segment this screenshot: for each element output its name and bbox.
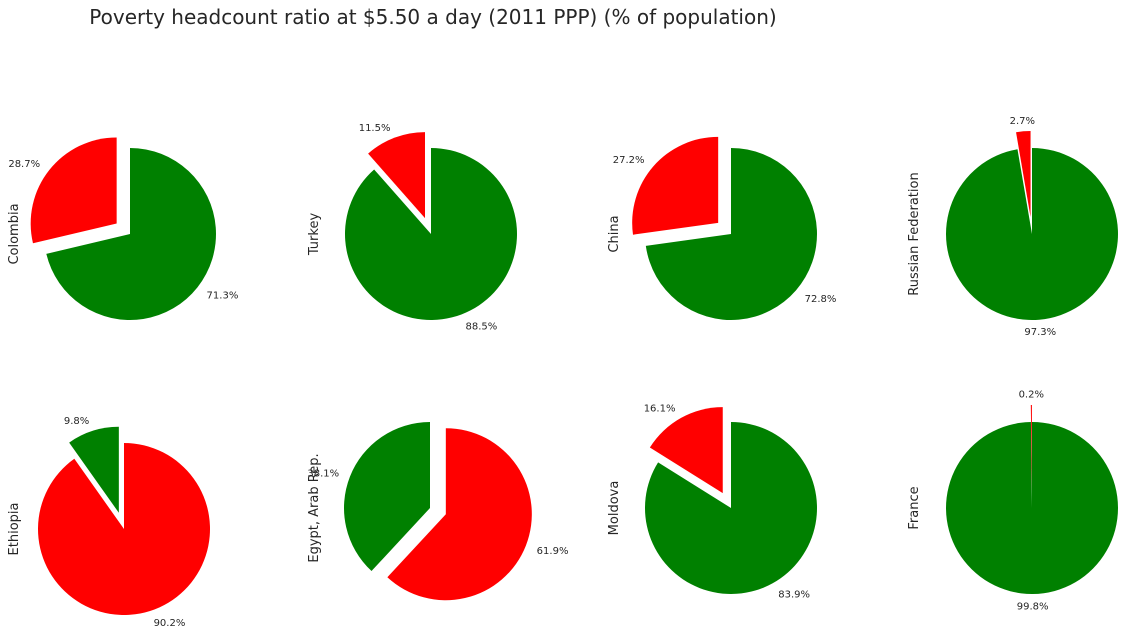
- pie-slice-egypt-arab-rep-1: [387, 428, 532, 601]
- country-label-russian-federation: Russian Federation: [907, 172, 922, 295]
- pie-label-ethiopia-0: 9.8%: [64, 416, 89, 427]
- country-label-turkey: Turkey: [307, 213, 322, 257]
- pie-label-egypt-arab-rep-0: 38.1%: [307, 468, 339, 479]
- chart-title: Poverty headcount ratio at $5.50 a day (…: [89, 5, 776, 29]
- country-label-france: France: [907, 486, 922, 529]
- pie-colombia: 28.7% 71.3% Colombia: [7, 137, 238, 320]
- pie-slice-colombia-1: [46, 148, 217, 320]
- country-label-china: China: [607, 215, 622, 252]
- country-label-colombia: Colombia: [7, 203, 22, 264]
- pie-label-france-0: 0.2%: [1019, 389, 1044, 400]
- pie-label-russian-federation-1: 97.3%: [1024, 327, 1056, 338]
- pie-slice-turkey-0: [368, 132, 425, 219]
- pie-france: 0.2% 99.8% France: [907, 389, 1119, 613]
- pie-grid: 28.7% 71.3% Colombia 11.5% 88.5% Turkey 27.2% 7…: [7, 116, 1119, 629]
- pie-label-colombia-0: 28.7%: [8, 159, 40, 170]
- pie-slice-france-0: [1030, 405, 1032, 492]
- pie-turkey: 11.5% 88.5% Turkey: [307, 123, 517, 332]
- pie-slice-turkey-1: [345, 148, 517, 320]
- pie-russian-federation: 2.7% 97.3% Russian Federation: [907, 116, 1118, 338]
- pie-label-china-0: 27.2%: [613, 155, 645, 166]
- pie-label-ethiopia-1: 90.2%: [154, 618, 186, 629]
- pie-slice-ethiopia-0: [69, 426, 119, 513]
- pie-label-china-1: 72.8%: [805, 294, 837, 305]
- pie-slice-china-1: [645, 148, 817, 321]
- pie-slice-moldova-1: [644, 422, 817, 594]
- pie-slice-china-0: [632, 136, 719, 235]
- pie-slice-russian-federation-1: [946, 148, 1118, 321]
- pie-slice-ethiopia-1: [38, 443, 211, 615]
- pie-label-turkey-0: 11.5%: [359, 123, 391, 134]
- pie-label-moldova-1: 83.9%: [778, 589, 810, 600]
- pie-label-colombia-1: 71.3%: [207, 291, 239, 302]
- pie-slice-france-1: [946, 422, 1119, 594]
- pie-ethiopia: 9.8% 90.2% Ethiopia: [7, 416, 211, 629]
- pie-label-russian-federation-0: 2.7%: [1010, 116, 1035, 127]
- pie-label-france-1: 99.8%: [1017, 602, 1049, 613]
- pie-slice-egypt-arab-rep-0: [344, 422, 430, 572]
- country-label-moldova: Moldova: [607, 481, 622, 536]
- pie-slice-russian-federation-0: [1016, 131, 1031, 218]
- pie-egypt-arab-rep: 38.1% 61.9% Egypt, Arab Rep.: [307, 422, 569, 601]
- pie-label-turkey-1: 88.5%: [465, 321, 497, 332]
- pie-china: 27.2% 72.8% China: [607, 136, 837, 321]
- country-label-ethiopia: Ethiopia: [7, 503, 22, 556]
- pie-slice-moldova-0: [649, 407, 723, 494]
- pie-label-egypt-arab-rep-1: 61.9%: [537, 546, 569, 557]
- pie-slice-colombia-0: [30, 137, 117, 244]
- country-label-egypt-arab-rep: Egypt, Arab Rep.: [307, 453, 322, 562]
- pie-moldova: 16.1% 83.9% Moldova: [607, 404, 817, 600]
- pie-label-moldova-0: 16.1%: [644, 404, 676, 415]
